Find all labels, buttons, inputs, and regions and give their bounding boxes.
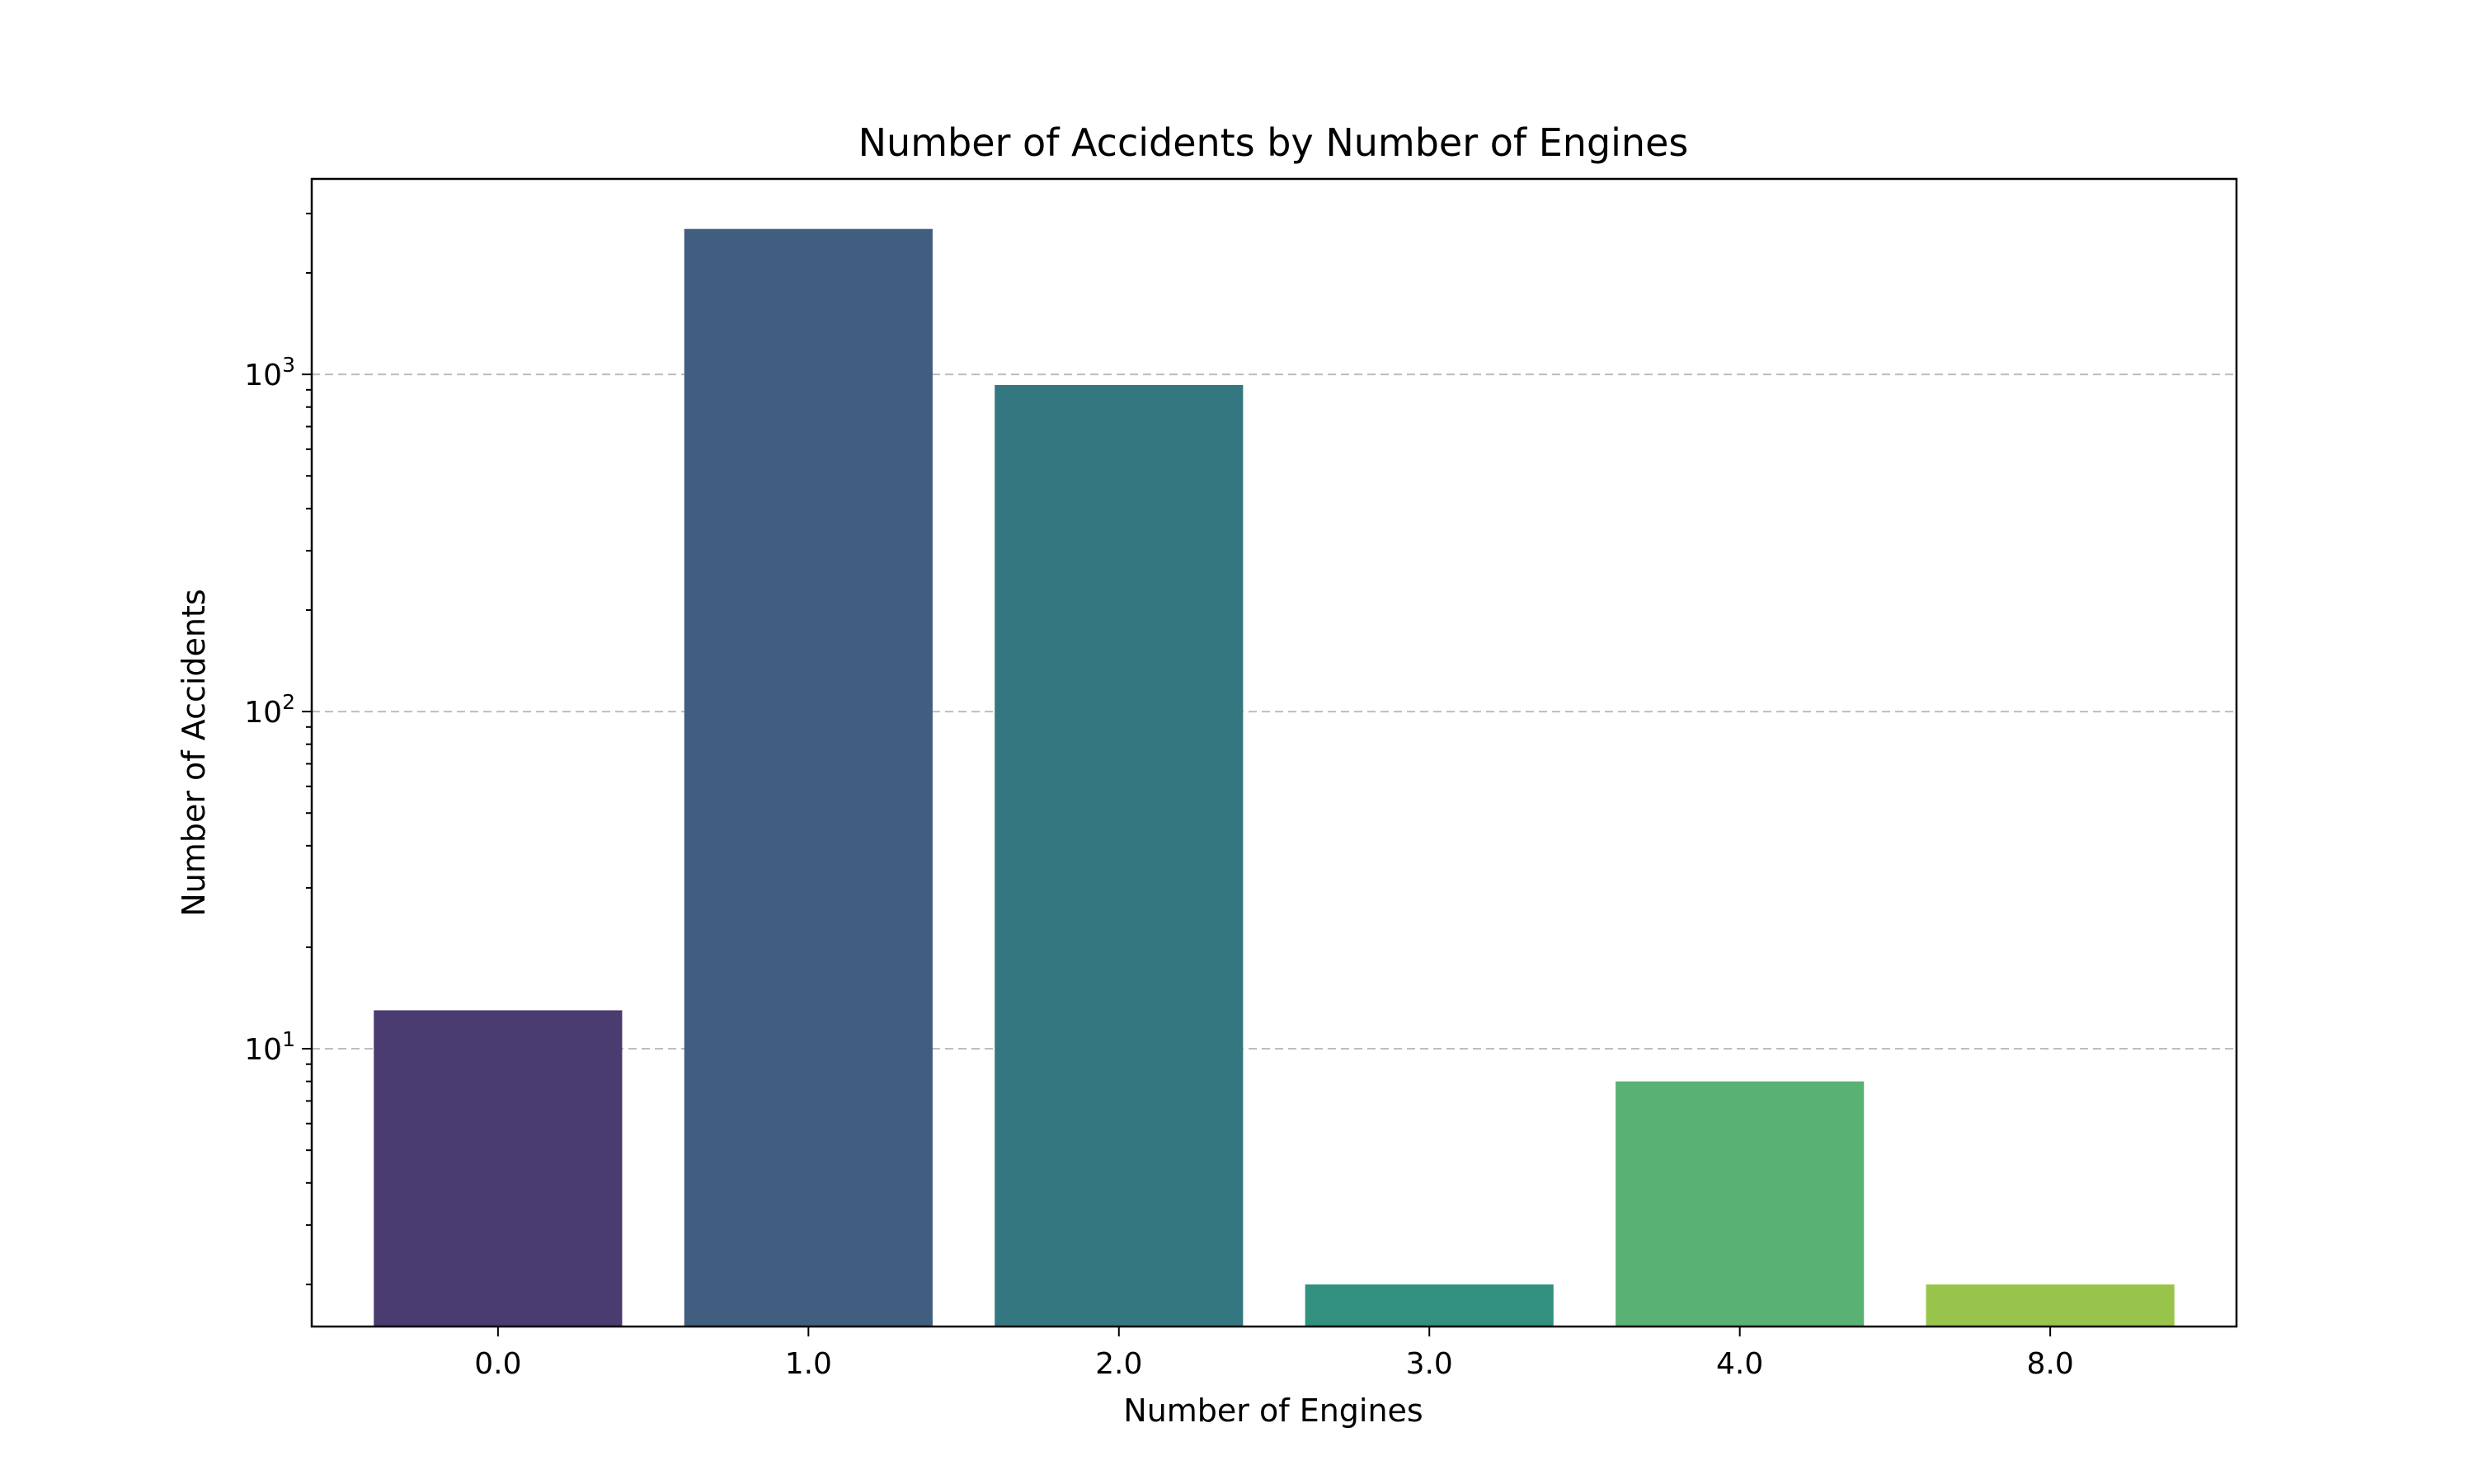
y-tick-label: 102: [244, 690, 295, 730]
plot-frame: [310, 177, 2238, 1328]
y-axis-ticks: 101 102 103: [244, 212, 312, 1285]
x-tick-label: 2.0: [1095, 1347, 1142, 1381]
x-tick-label: 8.0: [2026, 1347, 2073, 1381]
y-axis-title: Number of Accidents: [176, 589, 212, 916]
x-axis-ticks: 0.0 1.0 2.0 3.0 4.0 8.0: [474, 1327, 2074, 1381]
bar-3.0: [1305, 1284, 1554, 1327]
x-tick-label: 3.0: [1406, 1347, 1453, 1381]
bar-1.0: [684, 228, 933, 1327]
x-tick-label: 1.0: [785, 1347, 832, 1381]
bar-4.0: [1616, 1081, 1865, 1327]
grid-lines: [312, 373, 2236, 1050]
y-tick-label: 101: [244, 1027, 295, 1067]
bar-8.0: [1926, 1284, 2175, 1327]
x-tick-label: 4.0: [1716, 1347, 1763, 1381]
bar-0.0: [374, 1010, 623, 1327]
x-tick-label: 0.0: [474, 1347, 521, 1381]
y-tick-label: 103: [244, 353, 295, 392]
x-axis-title: Number of Engines: [1123, 1392, 1423, 1429]
bars: [374, 228, 2175, 1327]
chart-title: Number of Accidents by Number of Engines: [858, 120, 1689, 165]
bar-2.0: [995, 385, 1244, 1327]
